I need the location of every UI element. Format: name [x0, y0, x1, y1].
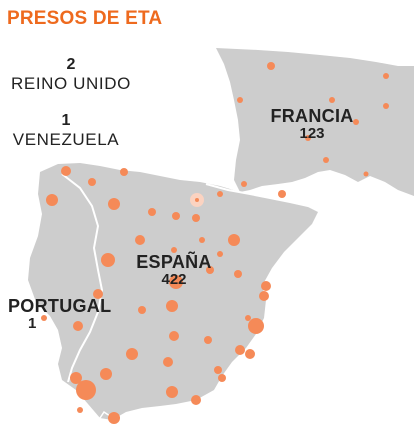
venezuela-count: 1	[61, 112, 71, 129]
prison-dot	[241, 181, 247, 187]
prison-dot	[100, 368, 112, 380]
prison-dot	[245, 315, 251, 321]
prison-dot	[237, 97, 243, 103]
prison-dot	[101, 253, 115, 267]
prison-dot	[148, 208, 156, 216]
prison-dot	[166, 386, 178, 398]
prison-dot	[218, 374, 226, 382]
prison-dot	[214, 366, 222, 374]
france-count: 123	[299, 125, 325, 142]
portugal-label-block: PORTUGAL 1	[8, 296, 132, 332]
france-label-block: FRANCIA 123	[262, 106, 362, 142]
prison-dots	[41, 62, 389, 424]
spain-label: ESPAÑA	[136, 252, 212, 272]
map-title: PRESOS DE ETA	[7, 8, 163, 29]
prison-dot	[77, 407, 83, 413]
prison-dot	[41, 315, 47, 321]
prison-dot	[126, 348, 138, 360]
prison-dot	[70, 372, 82, 384]
prison-dot	[108, 198, 120, 210]
pyrenees-border	[205, 183, 309, 207]
prison-dot	[217, 191, 223, 197]
prison-dot	[191, 395, 201, 405]
prison-dot	[61, 166, 71, 176]
prison-dot-highlight-center	[195, 198, 199, 202]
prison-dot	[329, 97, 335, 103]
prison-dot	[235, 345, 245, 355]
prison-dot	[383, 73, 389, 79]
prison-dot	[169, 331, 179, 341]
prison-dot	[217, 251, 223, 257]
prison-dot	[363, 171, 369, 177]
spain-count: 422	[161, 271, 187, 288]
prison-dot	[172, 212, 180, 220]
prison-dot	[204, 336, 212, 344]
iberia-land	[28, 163, 318, 420]
portugal-label: PORTUGAL	[8, 296, 112, 316]
prison-dot	[228, 234, 240, 246]
prison-dot	[88, 178, 96, 186]
prison-dot	[353, 119, 359, 125]
portugal-border	[61, 173, 104, 383]
venezuela-count-block: 1 VENEZUELA	[6, 112, 126, 150]
prison-dot	[108, 412, 120, 424]
uk-label: REINO UNIDO	[11, 74, 131, 93]
prison-dot	[169, 275, 183, 289]
prison-dot	[163, 357, 173, 367]
portugal-count: 1	[28, 315, 37, 332]
prison-dot	[138, 306, 146, 314]
prison-dot	[199, 237, 205, 243]
prison-dot	[46, 194, 58, 206]
prison-dot	[259, 291, 269, 301]
france-label: FRANCIA	[270, 106, 354, 126]
prison-dot	[305, 135, 311, 141]
prison-dot	[76, 380, 96, 400]
prison-dot	[166, 300, 178, 312]
prison-dot	[73, 321, 83, 331]
prison-dot	[267, 62, 275, 70]
uk-count: 2	[66, 56, 76, 73]
prison-dot	[261, 281, 271, 291]
prison-dot	[234, 270, 242, 278]
prison-dot	[206, 266, 214, 274]
prison-dot	[383, 103, 389, 109]
spain-label-block: ESPAÑA 422	[124, 252, 224, 288]
uk-count-block: 2 REINO UNIDO	[6, 56, 136, 94]
gibraltar-strait	[99, 410, 111, 419]
prison-dot	[245, 349, 255, 359]
prison-dot	[135, 235, 145, 245]
prison-dot	[93, 289, 103, 299]
prison-dot	[192, 214, 200, 222]
prison-dot	[278, 190, 286, 198]
prison-dot	[323, 157, 329, 163]
prison-dot	[120, 168, 128, 176]
prison-dot	[248, 318, 264, 334]
venezuela-label: VENEZUELA	[12, 130, 120, 149]
france-land	[216, 48, 414, 196]
prison-dot	[171, 247, 177, 253]
